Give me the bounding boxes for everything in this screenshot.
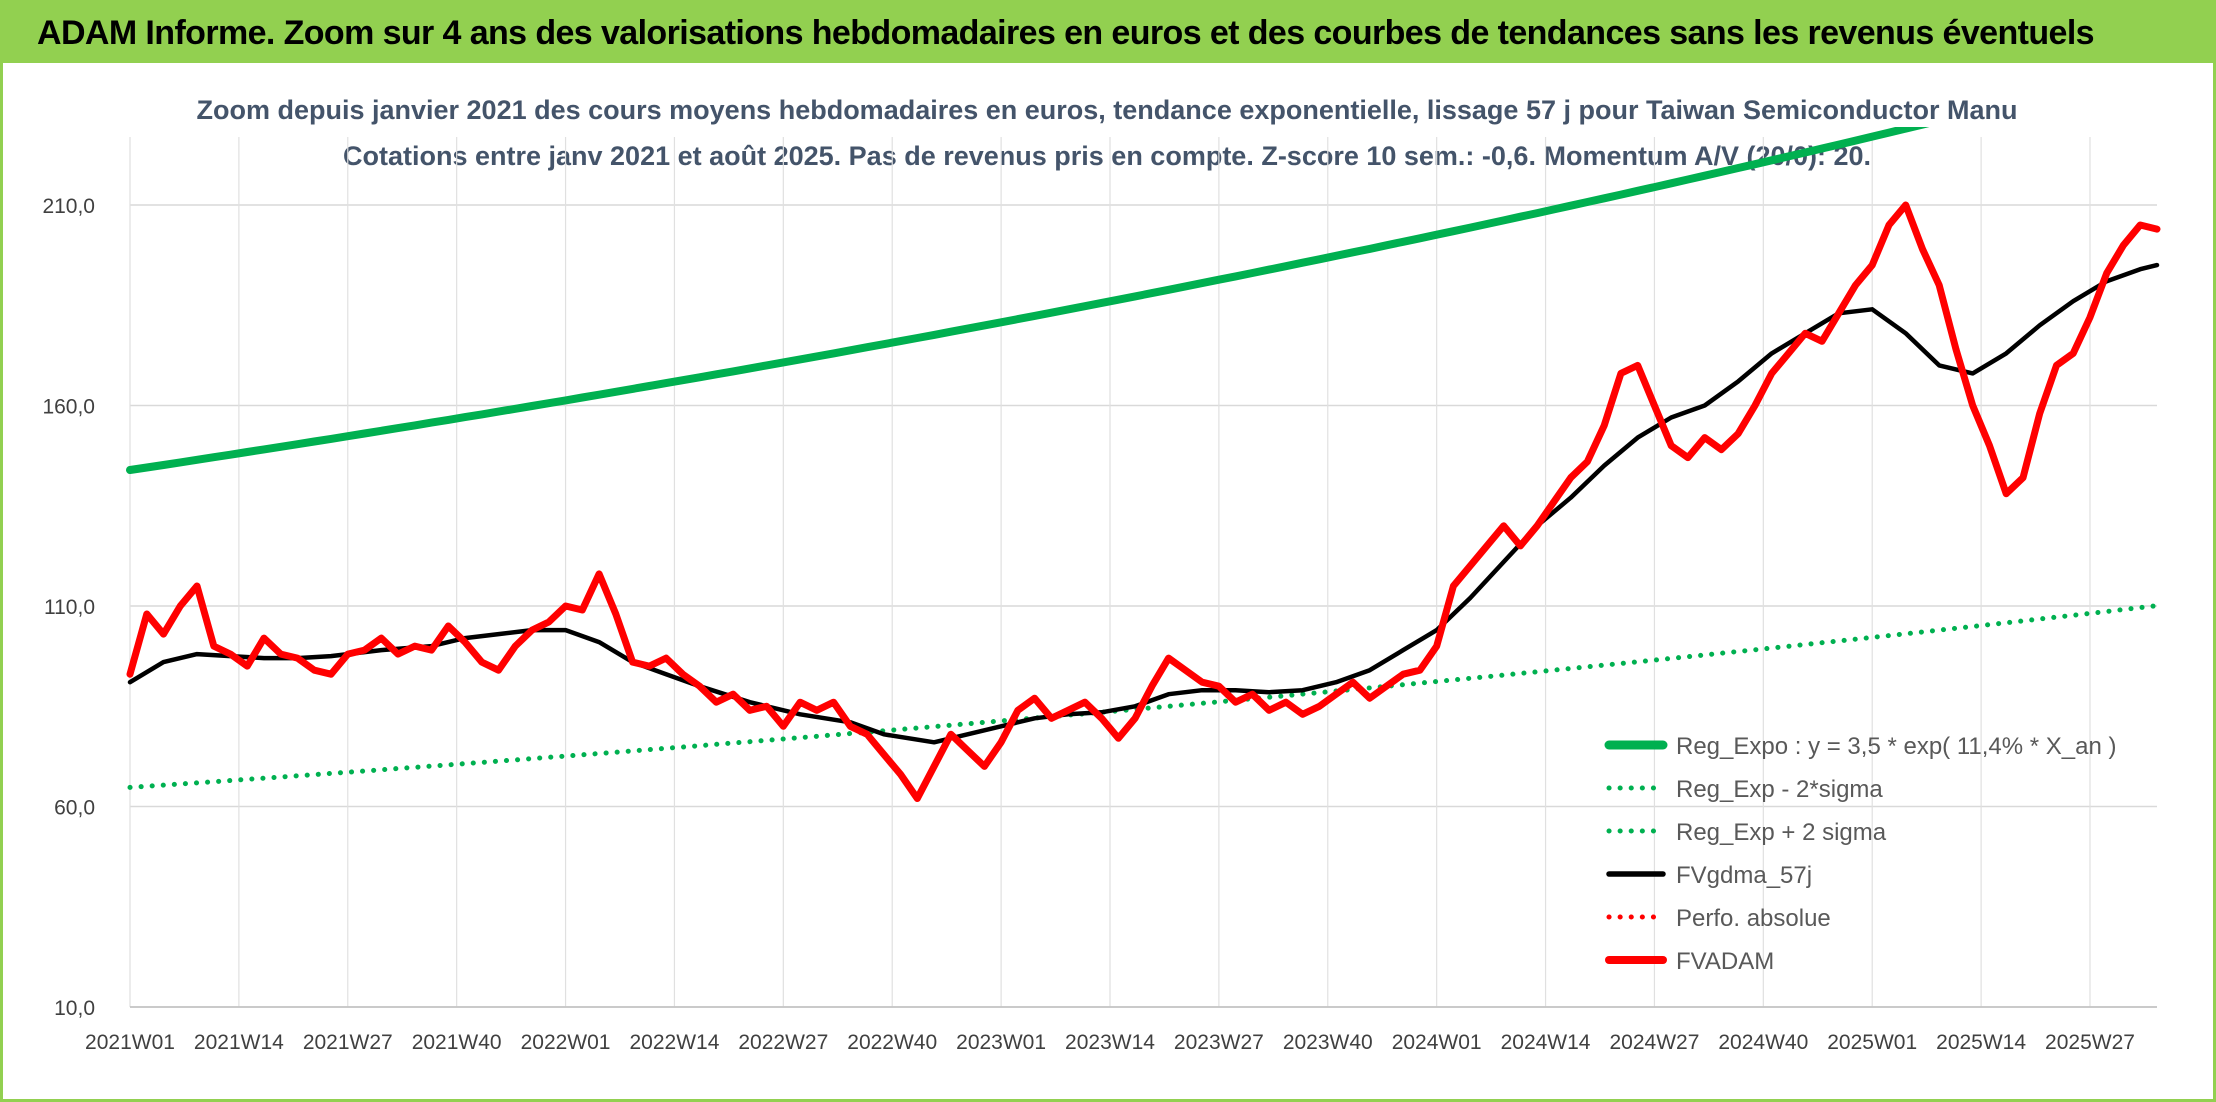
- legend-label: Reg_Exp + 2 sigma: [1676, 819, 1887, 846]
- legend-label: FVADAM: [1676, 948, 1774, 975]
- x-tick-label: 2024W01: [1392, 1031, 1482, 1054]
- y-tick-label: 60,0: [54, 797, 95, 820]
- legend-label: Reg_Exp - 2*sigma: [1676, 776, 1883, 803]
- report-banner: ADAM Informe. Zoom sur 4 ans des valoris…: [3, 3, 2213, 63]
- series-line-3: [127, 262, 2160, 745]
- x-tick-label: 2024W40: [1718, 1031, 1808, 1054]
- y-tick-label: 160,0: [42, 396, 95, 419]
- series-line-0: [126, 127, 1930, 474]
- y-axis-ticks: 10,0 60,0 110,0 160,0 210,0: [42, 195, 95, 1020]
- legend-label: Perfo. absolue: [1676, 905, 1831, 932]
- legend: Reg_Expo : y = 3,5 * exp( 11,4% * X_an )…: [1604, 733, 2116, 975]
- series-line-5: [126, 201, 2161, 802]
- x-tick-label: 2025W14: [1936, 1031, 2026, 1054]
- x-tick-label: 2025W01: [1827, 1031, 1917, 1054]
- x-tick-label: 2023W14: [1065, 1031, 1155, 1054]
- x-tick-label: 2021W27: [303, 1031, 393, 1054]
- x-tick-label: 2025W27: [2045, 1031, 2135, 1054]
- y-tick-label: 210,0: [42, 195, 95, 218]
- legend-label: FVgdma_57j: [1676, 862, 1812, 889]
- chart-subtitle: Cotations entre janv 2021 et août 2025. …: [343, 141, 1871, 171]
- x-tick-label: 2023W40: [1283, 1031, 1373, 1054]
- x-tick-label: 2021W40: [412, 1031, 502, 1054]
- y-tick-label: 110,0: [44, 596, 95, 619]
- x-tick-label: 2023W27: [1174, 1031, 1264, 1054]
- line-chart: Zoom depuis janvier 2021 des cours moyen…: [42, 95, 2161, 1054]
- x-tick-label: 2022W14: [629, 1031, 719, 1054]
- series-lines: [126, 127, 2161, 802]
- x-tick-label: 2023W01: [956, 1031, 1046, 1054]
- x-tick-label: 2022W40: [847, 1031, 937, 1054]
- chart-title: Zoom depuis janvier 2021 des cours moyen…: [196, 95, 2017, 125]
- report-title: ADAM Informe. Zoom sur 4 ans des valoris…: [37, 14, 2095, 52]
- x-tick-label: 2022W01: [521, 1031, 611, 1054]
- x-tick-label: 2024W27: [1609, 1031, 1699, 1054]
- gridlines: [129, 137, 2157, 1008]
- x-tick-label: 2024W14: [1501, 1031, 1591, 1054]
- x-tick-label: 2021W14: [194, 1031, 284, 1054]
- x-axis-ticks: 2021W01 2021W14 2021W27 2021W40 2022W01 2022W…: [85, 1031, 2135, 1054]
- x-tick-label: 2022W27: [738, 1031, 828, 1054]
- legend-label: Reg_Expo : y = 3,5 * exp( 11,4% * X_an ): [1676, 733, 2116, 760]
- y-tick-label: 10,0: [54, 997, 95, 1020]
- x-tick-label: 2021W01: [85, 1031, 175, 1054]
